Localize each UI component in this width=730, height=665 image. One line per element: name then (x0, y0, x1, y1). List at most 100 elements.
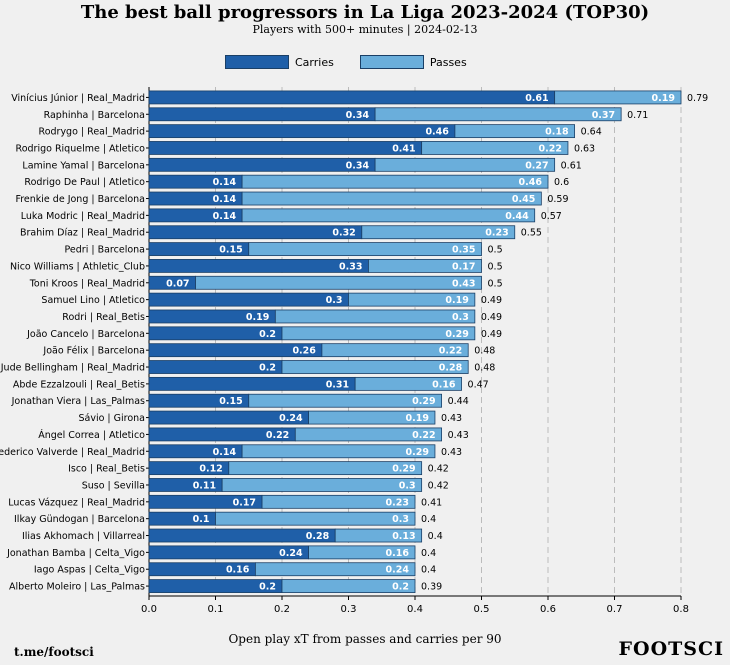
data-label-total: 0.48 (474, 363, 495, 374)
bar-passes (261, 494, 416, 509)
bar-carries (148, 157, 376, 172)
x-axis-label: Open play xT from passes and carries per… (228, 632, 502, 646)
data-label-passes: 0.17 (452, 261, 475, 272)
category-label: Rodrygo | Real_Madrid (39, 127, 145, 138)
data-label-passes: 0.43 (452, 278, 475, 289)
x-tick-label: 0.5 (474, 604, 490, 615)
bar-carries (148, 225, 363, 240)
data-label-total: 0.63 (574, 143, 595, 154)
data-label-passes: 0.3 (452, 312, 469, 323)
category-label: Ángel Correa | Atletico (38, 429, 145, 441)
legend-label-carries: Carries (295, 55, 334, 69)
bar-passes (308, 545, 416, 560)
data-label-passes: 0.23 (386, 497, 409, 508)
data-label-passes: 0.29 (445, 329, 468, 340)
bar-passes (281, 360, 469, 374)
bar-passes (368, 259, 482, 273)
legend-item-passes: Passes (359, 55, 467, 69)
data-label-passes: 0.13 (392, 531, 415, 542)
category-label: João Félix | Barcelona (42, 346, 145, 357)
category-label: Pedri | Barcelona (65, 245, 145, 256)
data-label-passes: 0.27 (525, 160, 548, 171)
data-label-passes: 0.19 (445, 295, 468, 306)
data-label-carries: 0.1 (193, 514, 210, 525)
category-label: Sávio | Girona (78, 413, 145, 424)
category-label: Iago Aspas | Celta_Vigo (34, 565, 145, 576)
data-label-total: 0.4 (421, 514, 436, 525)
category-label: Brahim Díaz | Real_Madrid (20, 228, 145, 239)
category-label: João Cancelo | Barcelona (26, 329, 145, 340)
data-label-total: 0.57 (541, 211, 562, 222)
data-label-total: 0.44 (448, 396, 469, 407)
bar-passes (354, 376, 462, 391)
chart-subtitle: Players with 500+ minutes | 2024-02-13 (252, 23, 478, 36)
data-label-passes: 0.29 (412, 396, 435, 407)
data-label-total: 0.43 (441, 413, 462, 424)
data-label-carries: 0.31 (326, 379, 349, 390)
data-label-total: 0.79 (687, 93, 708, 104)
bar-passes (554, 90, 682, 105)
data-label-total: 0.4 (421, 565, 436, 576)
data-label-carries: 0.14 (213, 211, 237, 222)
data-label-carries: 0.3 (326, 295, 343, 306)
data-label-carries: 0.15 (219, 396, 242, 407)
bar-passes (274, 309, 476, 324)
category-label: Luka Modric | Real_Madrid (21, 211, 145, 222)
data-label-carries: 0.28 (306, 531, 330, 542)
data-label-carries: 0.2 (259, 329, 276, 340)
category-label: Nico Williams | Athletic_Club (10, 261, 145, 272)
data-label-carries: 0.14 (213, 177, 237, 188)
data-label-total: 0.49 (481, 329, 502, 340)
bar-carries (148, 141, 423, 155)
data-label-passes: 0.22 (412, 430, 435, 441)
x-tick-label: 0.4 (407, 604, 423, 615)
data-label-carries: 0.16 (226, 565, 250, 576)
bar-passes (248, 242, 482, 256)
data-label-total: 0.43 (448, 430, 469, 441)
bar-carries (148, 124, 456, 139)
data-label-carries: 0.11 (193, 480, 216, 491)
footer-brand: FOOTSCI (618, 638, 724, 660)
category-label: Toni Kroos | Real_Madrid (29, 278, 145, 289)
bar-carries (148, 107, 376, 122)
bar-passes (294, 427, 442, 442)
bar-passes (221, 478, 423, 492)
category-label: Rodrigo Riquelme | Atletico (16, 143, 146, 154)
bar-passes (421, 141, 569, 155)
legend-swatch-carries (225, 55, 289, 69)
category-label: Suso | Sevilla (82, 480, 145, 491)
data-label-total: 0.49 (481, 295, 502, 306)
data-label-passes: 0.16 (432, 379, 456, 390)
data-label-carries: 0.33 (339, 261, 362, 272)
x-tick-label: 0.7 (607, 604, 623, 615)
data-label-passes: 0.45 (512, 194, 535, 205)
category-label: Isco | Real_Betis (68, 464, 145, 475)
data-label-carries: 0.46 (425, 127, 449, 138)
data-label-total: 0.48 (474, 346, 495, 357)
data-label-total: 0.5 (488, 278, 503, 289)
bar-passes (248, 393, 443, 408)
x-tick-label: 0.1 (208, 604, 224, 615)
bar-passes (281, 579, 416, 593)
category-label: Lucas Vázquez | Real_Madrid (8, 497, 145, 508)
x-tick-label: 0.0 (141, 604, 157, 615)
data-label-total: 0.6 (554, 177, 569, 188)
data-label-total: 0.49 (481, 312, 502, 323)
x-tick-label: 0.8 (673, 604, 689, 615)
category-label: Jonathan Bamba | Celta_Vigo (6, 548, 145, 559)
data-label-passes: 0.19 (405, 413, 428, 424)
data-label-carries: 0.12 (199, 464, 222, 475)
data-label-carries: 0.2 (259, 363, 276, 374)
bar-passes (241, 174, 549, 189)
bar-passes (241, 191, 542, 206)
data-label-total: 0.55 (521, 228, 542, 239)
legend-label-passes: Passes (429, 55, 467, 69)
category-label: Rodri | Real_Betis (62, 312, 145, 323)
data-label-total: 0.42 (428, 464, 449, 475)
data-label-carries: 0.61 (525, 93, 548, 104)
bar-passes (228, 461, 423, 476)
data-label-passes: 0.44 (505, 211, 529, 222)
data-label-carries: 0.14 (213, 194, 237, 205)
data-label-carries: 0.19 (246, 312, 269, 323)
